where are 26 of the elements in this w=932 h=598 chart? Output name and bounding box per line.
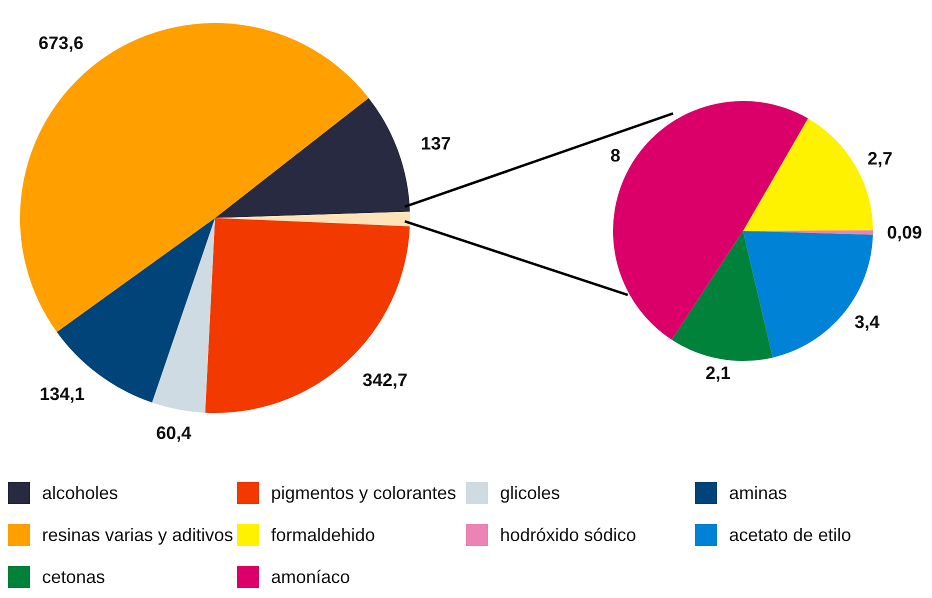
legend-label: formaldehido (271, 524, 376, 546)
data-label: 134,1 (40, 384, 85, 404)
legend-label: acetato de etilo (729, 524, 852, 546)
pie-slice (672, 231, 773, 361)
data-label: 3,4 (854, 312, 880, 332)
pie-slice (205, 218, 410, 413)
data-label: 0,09 (886, 222, 922, 243)
data-label: 8 (610, 146, 620, 166)
data-label: 342,7 (362, 370, 408, 390)
legend-label: amoníaco (271, 566, 350, 588)
legend-label: pigmentos y colorantes (271, 482, 456, 504)
legend-label: alcoholes (42, 482, 118, 504)
legend-label: aminas (729, 482, 788, 504)
data-label: 2,1 (705, 362, 731, 383)
legend-label: cetonas (42, 566, 106, 588)
pie-slice (20, 23, 369, 332)
data-label: 60,4 (156, 423, 192, 444)
pie-slice (215, 98, 410, 218)
data-label: 673,6 (38, 32, 84, 53)
legend-label: resinas varias y aditivos (42, 524, 234, 546)
legend-label: glicoles (500, 482, 560, 504)
data-label: 2,7 (868, 148, 893, 169)
data-label: 137 (420, 133, 451, 154)
pie-slice (152, 218, 215, 413)
legend-label: hodróxido sódico (500, 524, 636, 546)
pie-slice (613, 101, 808, 340)
